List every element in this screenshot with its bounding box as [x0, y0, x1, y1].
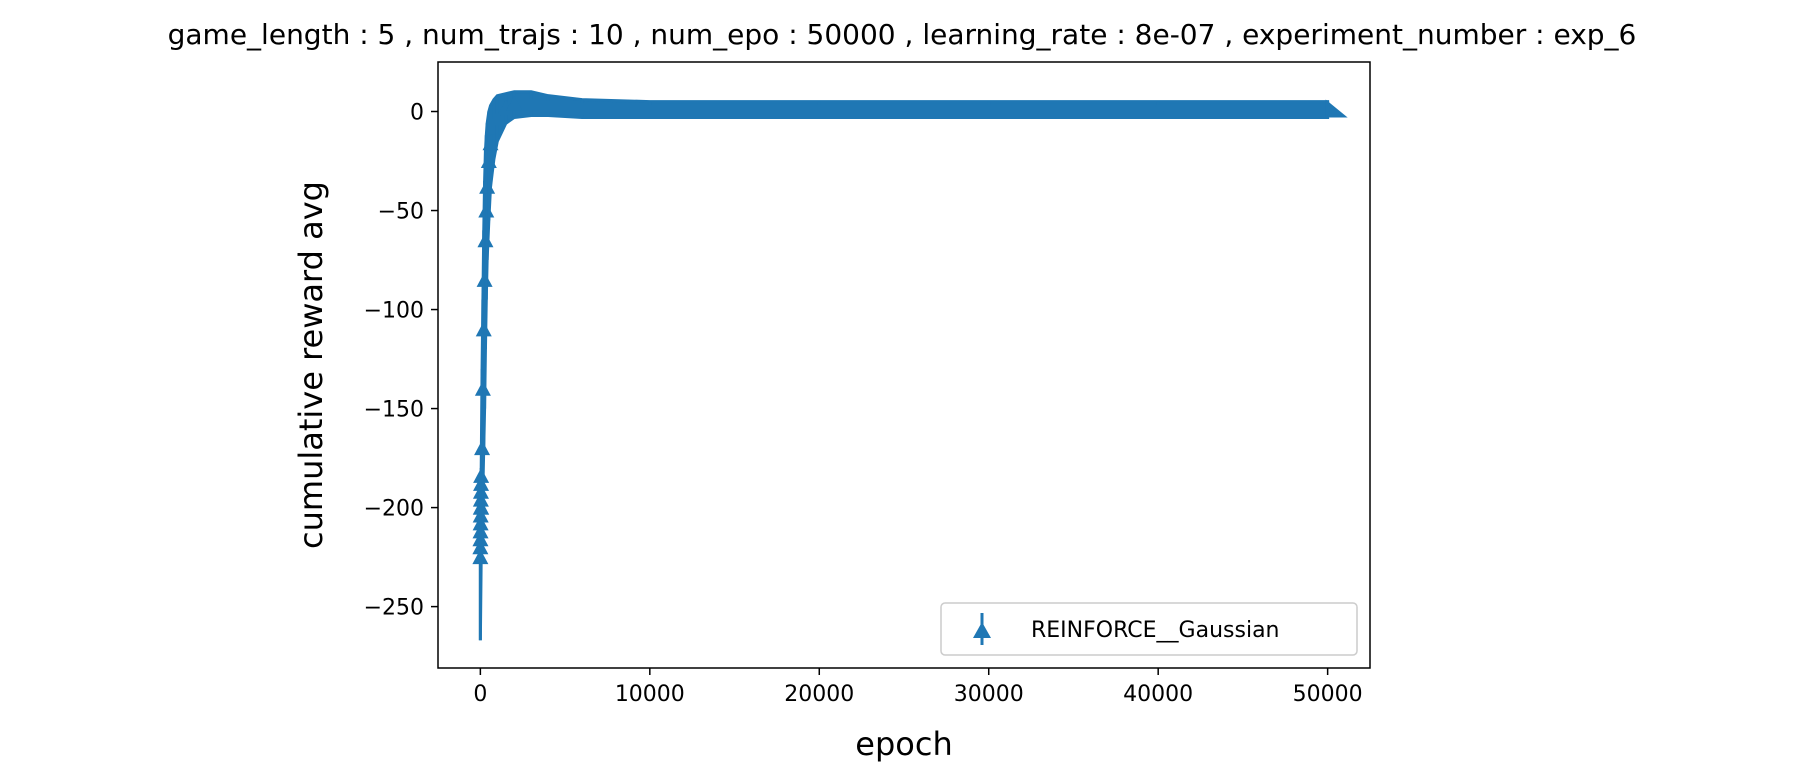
series-0-point-9: [480, 153, 497, 169]
plot-frame: [437, 61, 1371, 669]
chart-title: game_length : 5 , num_trajs : 10 , num_e…: [168, 18, 1637, 51]
y-tick-label: 0: [410, 101, 424, 126]
series-0-point-14: [506, 95, 523, 111]
x-tick-label: 20000: [784, 682, 854, 707]
series-0-point-12: [489, 109, 506, 125]
series-0-dense-point-0: [472, 539, 489, 555]
plot-area: [472, 90, 1348, 641]
y-axis: 0 −50 −100 −150 −200 −250: [364, 101, 438, 621]
series-0-dense-point-2: [472, 523, 489, 539]
series-0-point-13: [497, 99, 514, 115]
series-0-point-19: [811, 101, 828, 117]
series-0-end-marker: [1325, 99, 1348, 118]
series-0-point-8: [479, 178, 496, 194]
x-tick-label: 40000: [1123, 682, 1193, 707]
legend-box: [940, 602, 1358, 656]
series-0-point-17: [574, 99, 591, 115]
y-tick-label: −50: [378, 200, 424, 225]
series-0-point-16: [540, 97, 557, 113]
series-0-point-15: [523, 95, 540, 111]
legend-marker-icon: [973, 613, 991, 645]
series-0-dense-point-9: [473, 467, 490, 483]
series-0-point-20: [980, 101, 997, 117]
series-0-errorband: [478, 90, 1330, 641]
x-tick-label: 10000: [615, 682, 685, 707]
y-tick-label: −150: [364, 398, 424, 423]
x-axis-label: epoch: [855, 725, 952, 763]
series-0-dense-point-7: [472, 483, 489, 499]
series-0-dense-point-8: [473, 475, 490, 491]
y-axis-label: cumulative reward avg: [292, 181, 330, 549]
x-tick-label: 30000: [954, 682, 1024, 707]
series-0-dense-point-3: [472, 515, 489, 531]
series-0-point-18: [641, 101, 658, 117]
y-tick-label: −200: [364, 497, 424, 522]
series-0-dense-point-1: [472, 531, 489, 547]
legend: REINFORCE__Gaussian: [940, 602, 1358, 656]
series-0-dense-point-4: [472, 507, 489, 523]
x-tick-label: 0: [473, 682, 487, 707]
y-tick-label: −100: [364, 299, 424, 324]
legend-label: REINFORCE__Gaussian: [1031, 618, 1280, 643]
series-0-dense-point-5: [472, 499, 489, 515]
legend-triangle: [973, 622, 991, 638]
y-tick-label: −250: [364, 596, 424, 621]
x-axis: 0 10000 20000 30000 40000 50000: [473, 668, 1363, 707]
series-0-dense-point-6: [472, 491, 489, 507]
series-0-point-21: [1150, 101, 1167, 117]
x-tick-label: 50000: [1293, 682, 1363, 707]
